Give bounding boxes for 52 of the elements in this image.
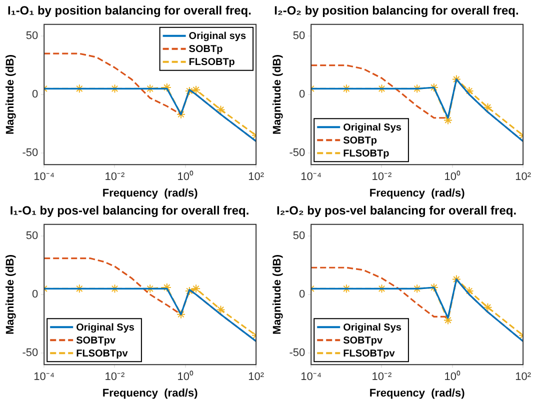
x-tick-label: 10²: [248, 371, 264, 384]
x-tick-label: 10⁻⁴: [34, 171, 55, 184]
y-tick-label: 0: [298, 288, 306, 301]
y-axis-title: Magnitude (dB): [4, 254, 17, 335]
x-axis-title: Frequency (rad/s): [369, 387, 466, 400]
chart-title: I₂-O₂ by pos-vel balancing for overall freq.: [276, 204, 517, 218]
x-tick-label: 10⁻²: [104, 371, 126, 384]
y-tick-label: 50: [26, 230, 38, 242]
y-axis-title: Magnitude (dB): [4, 54, 17, 135]
y-tick-label: 0: [32, 88, 38, 101]
x-tick-label: 10⁻²: [104, 171, 126, 184]
x-tick-label: 10⁻⁴: [300, 371, 322, 384]
legend-label: Original Sys: [76, 322, 135, 334]
y-tick-label: 0: [298, 88, 306, 101]
legend-label: FLSOBTpv: [76, 348, 128, 360]
x-tick-label: 10⁻⁴: [34, 371, 55, 384]
y-tick-label: 50: [292, 230, 306, 242]
legend-label: SOBTp: [343, 135, 377, 146]
y-tick-label: -50: [22, 146, 38, 159]
x-tick-label: 10²: [248, 171, 264, 184]
x-tick-label: 10⁻²: [372, 371, 392, 384]
y-tick-label: 50: [26, 30, 38, 42]
y-axis-title: Magnitude (dB): [272, 54, 284, 135]
legend-label: SOBTpv: [343, 335, 383, 346]
legend-label: FLSOBTpv: [343, 348, 396, 360]
y-tick-label: 0: [32, 288, 38, 301]
y-tick-label: -50: [22, 346, 38, 359]
x-tick-label: 10²: [515, 171, 532, 184]
x-axis-title: Frequency (rad/s): [369, 187, 466, 200]
legend-label: SOBTpv: [76, 335, 116, 346]
y-tick-label: -50: [289, 146, 306, 159]
x-tick-label: 10⁰: [444, 170, 461, 184]
legend-label: Original Sys: [343, 322, 402, 334]
chart-title: I₁-O₁ by pos-vel balancing for overall freq.: [10, 204, 250, 218]
x-tick-label: 10⁻⁴: [300, 171, 322, 184]
x-tick-label: 10⁰: [177, 370, 194, 384]
chart-title: I₁-O₁ by position balancing for overall freq.: [8, 4, 252, 18]
x-tick-label: 10⁻²: [372, 171, 392, 184]
x-tick-label: 10⁰: [177, 170, 194, 184]
y-tick-label: -50: [289, 346, 306, 359]
x-tick-label: 10⁰: [444, 370, 461, 384]
legend-label: Original Sys: [343, 122, 402, 134]
x-axis-title: Frequency (rad/s): [102, 187, 198, 200]
y-axis-title: Magnitude (dB): [272, 254, 284, 335]
chart-title: I₂-O₂ by position balancing for overall freq.: [274, 4, 519, 18]
legend-label: FLSOBTp: [343, 148, 390, 160]
y-tick-label: 50: [292, 30, 306, 42]
x-axis-title: Frequency (rad/s): [102, 387, 198, 400]
legend-label: Original sys: [188, 31, 246, 42]
legend-label: SOBTp: [188, 44, 223, 56]
legend-label: FLSOBTp: [188, 57, 235, 68]
x-tick-label: 10²: [515, 371, 532, 384]
